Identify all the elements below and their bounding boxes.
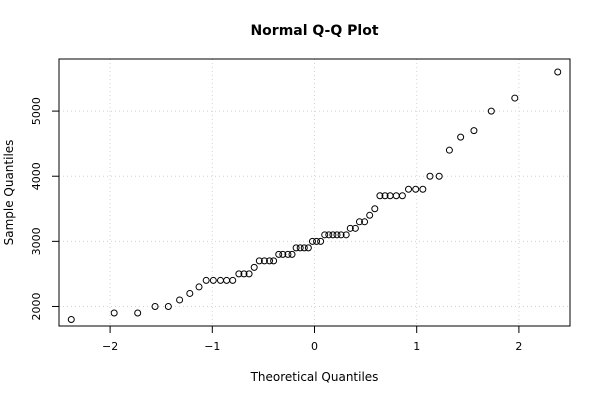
qq-point — [321, 231, 329, 239]
qq-point — [317, 237, 325, 245]
chart-title: Normal Q-Q Plot — [250, 23, 378, 39]
qq-point — [342, 231, 350, 239]
qq-point — [223, 276, 231, 284]
qq-point — [67, 315, 75, 323]
qq-point — [346, 224, 354, 232]
x-tick-label: −1 — [204, 340, 220, 353]
qq-point — [202, 276, 210, 284]
qq-point — [176, 296, 184, 304]
qq-point — [351, 224, 359, 232]
qq-point — [325, 231, 333, 239]
qq-point — [398, 192, 406, 200]
qq-point — [392, 192, 400, 200]
qq-point — [554, 68, 562, 76]
x-tick-label: 1 — [413, 340, 420, 353]
qq-point — [333, 231, 341, 239]
qq-point — [288, 250, 296, 258]
y-tick-label: 4000 — [30, 162, 43, 190]
qq-point — [405, 185, 413, 193]
qq-point — [186, 289, 194, 297]
qq-point — [445, 146, 453, 154]
x-tick-label: 2 — [515, 340, 522, 353]
qq-point — [250, 263, 258, 271]
qq-point — [164, 302, 172, 310]
qq-point — [296, 244, 304, 252]
qq-point — [279, 250, 287, 258]
qq-point — [371, 205, 379, 213]
y-axis-label: Sample Quantiles — [2, 140, 16, 246]
qq-point — [245, 270, 253, 278]
y-tick-label: 5000 — [30, 97, 43, 125]
qq-point — [470, 127, 478, 135]
qq-point — [381, 192, 389, 200]
qq-point — [270, 257, 278, 265]
qq-point — [304, 244, 312, 252]
qq-point — [361, 218, 369, 226]
axes: −2 −1 0 1 2 2000 3000 4000 5000 — [30, 97, 522, 353]
qq-point — [229, 276, 237, 284]
qq-point — [266, 257, 274, 265]
qq-point — [209, 276, 217, 284]
qq-point — [195, 283, 203, 291]
qq-point — [308, 237, 316, 245]
y-tick-label: 3000 — [30, 227, 43, 255]
qq-point — [260, 257, 268, 265]
qq-point — [435, 172, 443, 180]
qq-point — [412, 185, 420, 193]
qq-point — [376, 192, 384, 200]
y-tick-label: 2000 — [30, 292, 43, 320]
qq-point — [419, 185, 427, 193]
qq-point — [110, 309, 118, 317]
grid-lines — [59, 59, 570, 326]
x-axis-label: Theoretical Quantiles — [250, 370, 379, 384]
qq-point — [511, 94, 519, 102]
qq-point — [313, 237, 321, 245]
qq-point — [457, 133, 465, 141]
qq-point — [426, 172, 434, 180]
qq-point — [487, 107, 495, 115]
qq-point — [366, 211, 374, 219]
qq-point — [151, 302, 159, 310]
qq-point — [284, 250, 292, 258]
qq-point — [240, 270, 248, 278]
qq-point — [329, 231, 337, 239]
qq-point — [337, 231, 345, 239]
data-points — [67, 68, 562, 323]
x-tick-label: −2 — [102, 340, 118, 353]
x-tick-label: 0 — [311, 340, 318, 353]
qq-point — [235, 270, 243, 278]
qq-point — [292, 244, 300, 252]
qq-point — [216, 276, 224, 284]
qq-point — [355, 218, 363, 226]
qq-point — [255, 257, 263, 265]
qq-point — [134, 309, 142, 317]
qq-point — [275, 250, 283, 258]
qq-point — [300, 244, 308, 252]
